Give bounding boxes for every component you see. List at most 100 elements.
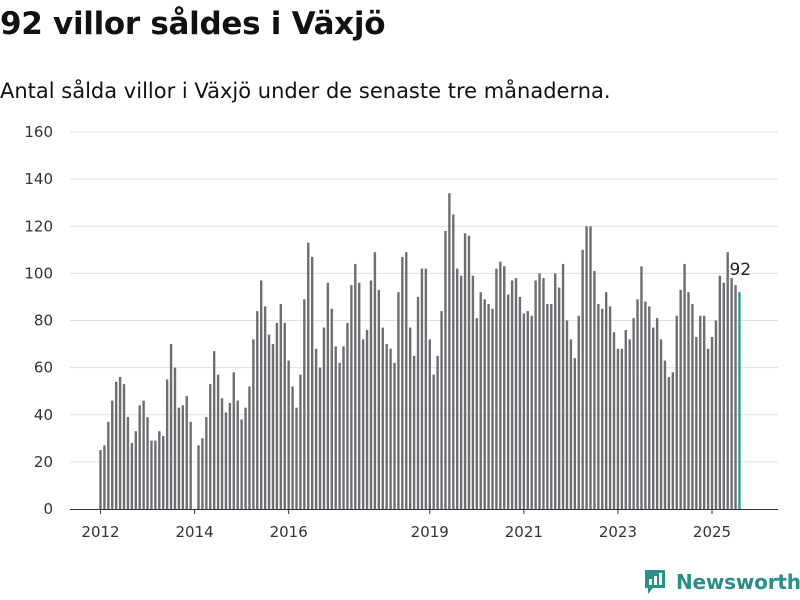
bar xyxy=(495,268,498,509)
bar xyxy=(205,417,208,509)
bar xyxy=(126,417,130,509)
y-tick-label: 40 xyxy=(34,406,53,424)
bar xyxy=(608,306,612,509)
bar xyxy=(577,315,580,509)
bar xyxy=(687,292,690,509)
bar xyxy=(377,289,381,509)
bar xyxy=(185,395,188,509)
bar xyxy=(334,346,337,509)
y-tick-label: 80 xyxy=(34,312,53,330)
bar xyxy=(256,311,259,509)
bar xyxy=(260,280,263,509)
chart-subtitle: Antal sålda villor i Växjö under de sena… xyxy=(0,79,611,103)
bar xyxy=(428,339,431,509)
bar xyxy=(444,230,447,509)
bar xyxy=(369,280,373,509)
bar xyxy=(534,280,537,509)
bar xyxy=(287,360,290,509)
bar xyxy=(718,275,722,509)
bar xyxy=(510,280,514,509)
bar xyxy=(412,355,416,509)
bar xyxy=(228,402,232,509)
bar xyxy=(248,386,251,509)
bar xyxy=(471,275,475,509)
bar xyxy=(440,311,443,509)
bar xyxy=(122,384,126,509)
y-axis: 0 20 40 60 80 100 120 140 160 xyxy=(24,123,53,518)
x-tick-label: 2025 xyxy=(693,523,731,541)
bar xyxy=(573,358,577,509)
bar xyxy=(209,384,212,509)
bar xyxy=(146,417,149,509)
bar xyxy=(620,348,624,509)
newsworthy-logo: Newsworthy xyxy=(643,568,800,596)
x-axis: 2012 2014 2016 2019 2021 2023 2025 xyxy=(70,509,778,541)
bar xyxy=(628,339,631,509)
bar xyxy=(530,315,533,509)
bar xyxy=(283,322,286,509)
bar xyxy=(310,256,314,509)
bar xyxy=(365,329,369,509)
bar xyxy=(452,214,455,509)
bar xyxy=(295,407,298,509)
bar xyxy=(236,400,239,509)
y-tick-label: 100 xyxy=(24,264,53,282)
bar xyxy=(252,339,255,509)
y-tick-label: 0 xyxy=(43,500,53,518)
bar xyxy=(408,327,412,509)
bar-latest xyxy=(738,292,741,509)
bar xyxy=(679,289,682,509)
bar xyxy=(538,273,541,509)
bar xyxy=(695,336,698,509)
bar xyxy=(114,381,118,509)
bar xyxy=(604,292,608,509)
bar xyxy=(416,296,420,509)
bar xyxy=(197,445,200,509)
bar xyxy=(463,233,467,509)
bar xyxy=(546,304,549,509)
bar xyxy=(134,431,137,509)
bar xyxy=(354,263,357,509)
bar xyxy=(459,275,463,509)
x-tick-label: 2012 xyxy=(81,523,119,541)
bar xyxy=(432,374,435,509)
y-tick-label: 160 xyxy=(24,123,53,141)
bar xyxy=(267,334,271,509)
bar xyxy=(636,299,639,509)
bar xyxy=(722,282,725,509)
bar xyxy=(173,367,177,509)
bar xyxy=(491,308,494,509)
bar xyxy=(648,306,651,509)
bar xyxy=(644,301,647,509)
bar xyxy=(103,445,106,509)
bar xyxy=(318,367,322,509)
bar xyxy=(181,405,185,509)
bar xyxy=(232,372,235,509)
bar xyxy=(702,315,706,509)
bar xyxy=(655,318,659,509)
bar xyxy=(675,315,678,509)
bar xyxy=(189,421,192,509)
bar xyxy=(299,374,302,509)
brand-name: Newsworthy xyxy=(676,570,800,594)
bar xyxy=(565,320,569,509)
bar xyxy=(338,362,341,509)
bar xyxy=(561,263,565,509)
bar xyxy=(307,242,310,509)
bar xyxy=(699,315,702,509)
data-labels: 92 xyxy=(729,260,751,280)
x-tick-label: 2021 xyxy=(505,523,543,541)
bar xyxy=(240,419,243,509)
bars xyxy=(99,193,741,510)
bar xyxy=(118,377,122,509)
bar xyxy=(330,308,333,509)
bar xyxy=(652,327,655,509)
bar xyxy=(612,332,616,509)
x-tick-label: 2016 xyxy=(270,523,308,541)
gridlines xyxy=(70,131,778,463)
bar xyxy=(640,266,643,509)
bar xyxy=(346,322,349,509)
bar xyxy=(714,320,718,509)
bar xyxy=(361,339,365,509)
